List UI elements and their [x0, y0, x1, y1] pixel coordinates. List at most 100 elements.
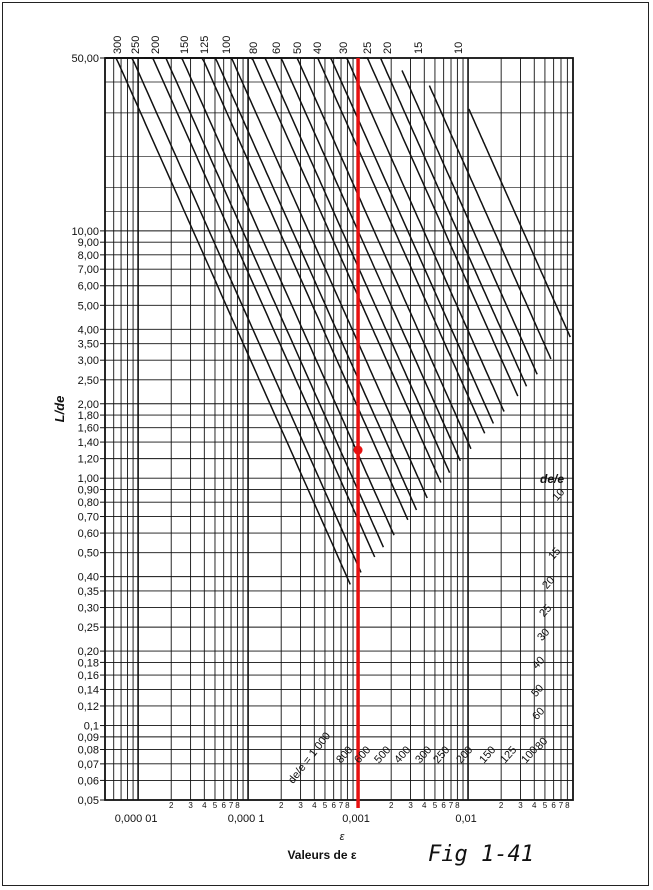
y-tick-label: 0,07 [78, 759, 99, 771]
y-tick-label: 0,30 [78, 603, 99, 615]
x-minor-label: 2 [169, 801, 174, 810]
x-minor-label: 6 [331, 801, 336, 810]
x-minor-label: 7 [559, 801, 564, 810]
y-tick-label: 1,00 [78, 473, 99, 485]
curve-de-e-40 [336, 57, 505, 412]
y-tick-label: 0,09 [78, 732, 99, 744]
curve-de-e-200 [183, 57, 428, 499]
curve-de-e-400 [117, 57, 395, 536]
y-tick-label: 10,00 [71, 226, 99, 238]
curve-label: 50 [529, 682, 546, 699]
y-tick-label: 2,00 [78, 399, 99, 411]
curve-de-e-125 [227, 57, 451, 473]
x-minor-label: 3 [188, 801, 193, 810]
curve-de-e-150 [210, 57, 442, 483]
y-tick-label: 1,40 [78, 437, 99, 449]
top-label: 300 [112, 36, 124, 54]
curve-de-e-80 [270, 57, 472, 450]
top-label: 20 [382, 42, 394, 54]
x-minor-label: 4 [202, 801, 207, 810]
x-minor-label: 8 [565, 801, 570, 810]
curve-de-e-10 [468, 108, 571, 338]
y-tick-label: 0,35 [78, 586, 99, 598]
curve-label: 25 [537, 602, 554, 619]
marker-point [353, 445, 363, 455]
y-tick-label: 1,20 [78, 454, 99, 466]
y-tick-label: 9,00 [78, 237, 99, 249]
top-label: 200 [150, 36, 162, 54]
x-minor-label: 4 [422, 801, 427, 810]
x-minor-label: 4 [312, 801, 317, 810]
y-tick-label: 0,18 [78, 657, 99, 669]
curve-de-e-300 [144, 57, 409, 521]
y-tick-label: 8,00 [78, 250, 99, 262]
y-tick-label: 0,20 [78, 646, 99, 658]
curve-de-e-60 [297, 57, 486, 434]
curve-de-e-500 [105, 57, 385, 548]
x-minor-label: 6 [441, 801, 446, 810]
x-minor-label: 6 [551, 801, 556, 810]
y-tick-label: 0,25 [78, 622, 99, 634]
y-tick-label: 0,05 [78, 795, 99, 807]
y-tick-label: 0,50 [78, 548, 99, 560]
x-minor-label: 7 [449, 801, 454, 810]
x-minor-label: 2 [279, 801, 284, 810]
y-tick-label: 0,40 [78, 572, 99, 584]
curve-de-e-30 [363, 57, 519, 397]
top-label: 100 [221, 36, 233, 54]
top-label: 50 [292, 42, 304, 54]
x-minor-label: 8 [455, 801, 460, 810]
y-tick-label: 5,00 [78, 300, 99, 312]
plot-border [104, 57, 574, 801]
x-major-label: 0,001 [342, 813, 370, 825]
x-minor-label: 5 [433, 801, 438, 810]
y-tick-label: 1,60 [78, 423, 99, 435]
curve-de-e-15 [428, 85, 552, 360]
x-major-label: 0,000 01 [115, 813, 158, 825]
curve-label: 150 [477, 744, 498, 766]
curve-de-e-600 [105, 57, 376, 558]
top-label: 30 [338, 42, 350, 54]
x-major-label: 0,01 [455, 813, 476, 825]
x-minor-label: 4 [532, 801, 537, 810]
x-minor-label: 3 [408, 801, 413, 810]
curve-label: 30 [535, 626, 552, 643]
figure-caption: Fig 1-41 [428, 842, 534, 867]
top-label: 10 [453, 42, 465, 54]
y-tick-label: 1,80 [78, 410, 99, 422]
top-label: 15 [413, 42, 425, 54]
y-tick-label: 0,08 [78, 745, 99, 757]
curve-label: 10 [550, 486, 567, 503]
curve-de-e-800 [105, 57, 362, 573]
x-minor-label: 8 [345, 801, 350, 810]
x-minor-label: 5 [543, 801, 548, 810]
y-tick-label: 0,12 [78, 701, 99, 713]
right-header-label: de/e [540, 472, 564, 486]
x-minor-label: 7 [229, 801, 234, 810]
curve-label: 600 [352, 744, 373, 766]
curve-label: 300 [413, 744, 434, 766]
y-tick-label: 2,50 [78, 375, 99, 387]
curve-de-e-250 [161, 57, 418, 511]
top-label: 60 [271, 42, 283, 54]
x-axis-symbol: ε [340, 831, 345, 843]
top-label: 250 [130, 36, 142, 54]
x-minor-label: 2 [499, 801, 504, 810]
y-tick-label: 3,50 [78, 339, 99, 351]
top-label: 80 [248, 42, 260, 54]
y-tick-label: 0,60 [78, 528, 99, 540]
top-label: 25 [362, 42, 374, 54]
curve-label: 800 [334, 744, 355, 766]
y-tick-label: 0,14 [78, 684, 99, 696]
x-minor-label: 3 [298, 801, 303, 810]
y-tick-label: 0,16 [78, 670, 99, 682]
top-label: 125 [199, 36, 211, 54]
y-tick-label: 0,06 [78, 775, 99, 787]
curve-de-e-1000 [105, 57, 351, 585]
y-tick-label: 7,00 [78, 264, 99, 276]
curve-label: 250 [431, 744, 452, 766]
y-axis-label: L/de [52, 396, 67, 423]
x-minor-label: 8 [235, 801, 240, 810]
y-tick-label: 50,00 [71, 53, 99, 65]
